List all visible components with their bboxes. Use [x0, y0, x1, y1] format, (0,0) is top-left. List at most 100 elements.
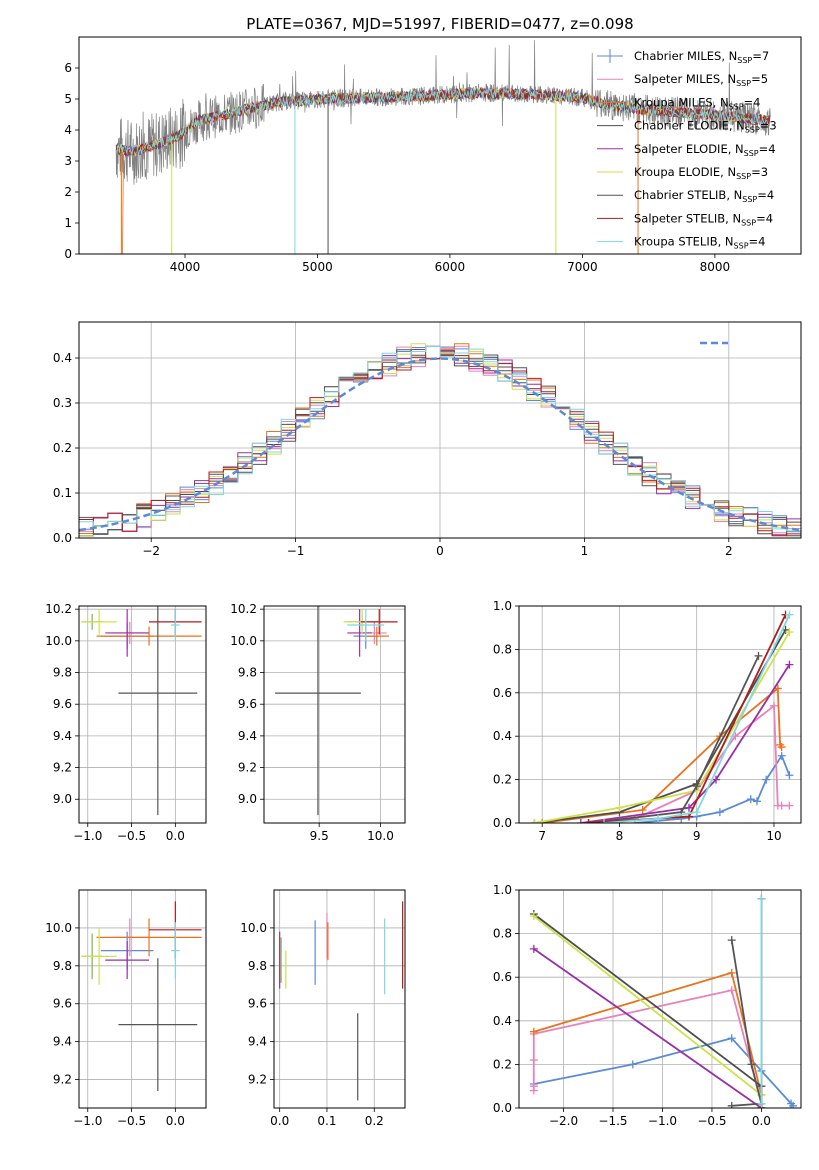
y-tick-label: 9.6 [238, 697, 257, 711]
x-tick-label: −0.5 [117, 1114, 146, 1128]
weight-vs-metallicity-panel: −2.0 −1.5 −1.0 −0.5 0.0 0.0 0.2 0.4 0.6 0.8 1.0 [493, 883, 802, 1128]
weight-marker-salpeter-miles [769, 701, 778, 710]
weight-marker-kroupa-stelib [757, 1099, 766, 1108]
legend-entry-salpeter-elodie: Salpeter ELODIE, NSSP=4 [634, 142, 776, 158]
y-tick-label: 0.3 [53, 396, 72, 410]
x-tick-label: 10 [766, 829, 781, 843]
y-tick-label: 9.0 [238, 792, 257, 806]
weight-marker-salpeter-elodie [785, 660, 794, 669]
y-tick-label: 9.2 [53, 761, 72, 775]
legend-count: =4 [757, 188, 774, 202]
spectrum-panel: 4000 5000 6000 7000 8000 0 1 2 3 4 5 6 Chabrier MILE… [64, 36, 802, 274]
x-tick-label: 6000 [435, 260, 466, 274]
age-vs-mass-panel: 9.5 10.0 9.0 9.2 9.4 9.6 9.8 10.0 10.2 [230, 602, 406, 843]
y-tick-label: 9.2 [248, 1073, 267, 1087]
weight-marker-salpeter-miles [785, 801, 794, 810]
weight-marker-kroupa-miles [538, 819, 547, 823]
y-tick-label: 0.2 [53, 441, 72, 455]
legend-count: =3 [760, 119, 777, 133]
legend-entry-chabrier-elodie: Chabrier ELODIE, NSSP=3 [634, 119, 777, 135]
y-tick-label: 9.8 [238, 666, 257, 680]
weight-marker-chabrier-stelib [747, 1060, 756, 1069]
weight-line-kroupa-stelib [603, 614, 791, 823]
y-tick-label: 6 [64, 61, 72, 75]
weight-marker-salpeter-elodie [712, 775, 721, 784]
weight-marker-chabrier-miles [785, 771, 794, 780]
x-tick-label: 0.2 [365, 1114, 384, 1128]
x-tick-label: 2 [725, 544, 733, 558]
weight-line-kroupa-elodie [534, 631, 791, 823]
legend-label: Kroupa ELODIE, N [634, 165, 736, 179]
weight-marker-kroupa-stelib [654, 814, 663, 823]
plot-area [275, 606, 398, 816]
legend-subscript: SSP [737, 56, 752, 65]
x-tick-label: 0.0 [270, 1114, 289, 1128]
weight-marker-salpeter-miles [529, 1056, 538, 1065]
normal-distribution-curve [79, 357, 801, 532]
mass-vs-metallicity-panel: −1.0 −0.5 0.0 9.2 9.4 9.6 9.8 10.0 [45, 889, 207, 1128]
legend-label: Chabrier STELIB, N [634, 188, 742, 202]
y-tick-label: 0.8 [493, 642, 512, 656]
weight-marker-salpeter-elodie [576, 819, 585, 823]
x-tick-label: 8000 [700, 260, 731, 274]
x-tick-label: 7000 [567, 260, 598, 274]
legend-subscript: SSP [744, 149, 759, 158]
weight-marker-kroupa-miles [529, 1027, 538, 1036]
weight-marker-kroupa-elodie [785, 628, 794, 637]
weight-marker-kroupa-elodie [615, 803, 624, 812]
plot-area [81, 606, 202, 816]
weight-marker-salpeter-stelib [584, 819, 593, 823]
weight-line-chabrier-stelib [730, 939, 763, 1107]
x-tick-label: −2 [142, 544, 160, 558]
weight-marker-chabrier-stelib [727, 936, 736, 945]
y-tick-label: 1.0 [493, 599, 512, 613]
weight-marker-chabrier-stelib [754, 651, 763, 660]
y-tick-label: 9.2 [238, 761, 257, 775]
weight-marker-kroupa-miles [727, 968, 736, 977]
y-tick-label: 0.0 [53, 531, 72, 545]
x-tick-label: 9 [693, 829, 701, 843]
plot-area [530, 610, 794, 823]
x-tick-label: −0.5 [117, 829, 146, 843]
axes-frame [518, 889, 802, 1109]
x-tick-label: −1.0 [73, 829, 102, 843]
plot-area [79, 343, 801, 537]
x-tick-label: 1 [581, 544, 589, 558]
legend-subscript: SSP [741, 218, 756, 227]
x-tick-label: 0.0 [166, 1114, 185, 1128]
x-tick-label: 0 [436, 544, 444, 558]
weight-marker-chabrier-miles [715, 808, 724, 817]
axes-frame [78, 889, 207, 1109]
x-tick-label: 0.0 [166, 829, 185, 843]
residual-histogram-panel: −2 −1 0 1 2 0.0 0.1 0.2 0.3 0.4 [53, 321, 802, 558]
weight-line-salpeter-elodie [533, 948, 762, 1108]
y-tick-label: 9.6 [248, 997, 267, 1011]
legend-label: Kroupa STELIB, N [634, 235, 734, 249]
plot-area [529, 894, 798, 1108]
weight-marker-salpeter-elodie [684, 803, 693, 812]
y-tick-label: 0.2 [493, 1057, 512, 1071]
y-tick-label: 0.0 [493, 1101, 512, 1115]
legend-label: Chabrier ELODIE, N [634, 119, 745, 133]
weight-marker-salpeter-miles [727, 986, 736, 995]
y-tick-label: 9.4 [248, 1035, 267, 1049]
y-tick-label: 9.6 [53, 997, 72, 1011]
plot-area [115, 40, 771, 254]
y-tick-label: 9.0 [53, 792, 72, 806]
legend-count: =5 [751, 72, 768, 86]
y-tick-label: 10.2 [45, 602, 72, 616]
legend-label: Salpeter ELODIE, N [634, 142, 744, 156]
y-tick-label: 10.2 [230, 602, 257, 616]
y-tick-label: 0.4 [493, 1014, 512, 1028]
spectrum-title: PLATE=0367, MJD=51997, FIBERID=0477, z=0… [246, 15, 633, 33]
legend-count: =4 [756, 211, 773, 225]
legend-entry-kroupa-miles: Kroupa MILES, NSSP=4 [634, 95, 760, 111]
legend-subscript: SSP [742, 195, 757, 204]
x-tick-label: 0.0 [752, 1114, 771, 1128]
legend-count: =4 [749, 235, 766, 249]
weight-marker-salpeter-miles [529, 1082, 538, 1091]
weight-marker-kroupa-elodie [529, 912, 538, 921]
weight-marker-chabrier-miles [727, 1034, 736, 1043]
